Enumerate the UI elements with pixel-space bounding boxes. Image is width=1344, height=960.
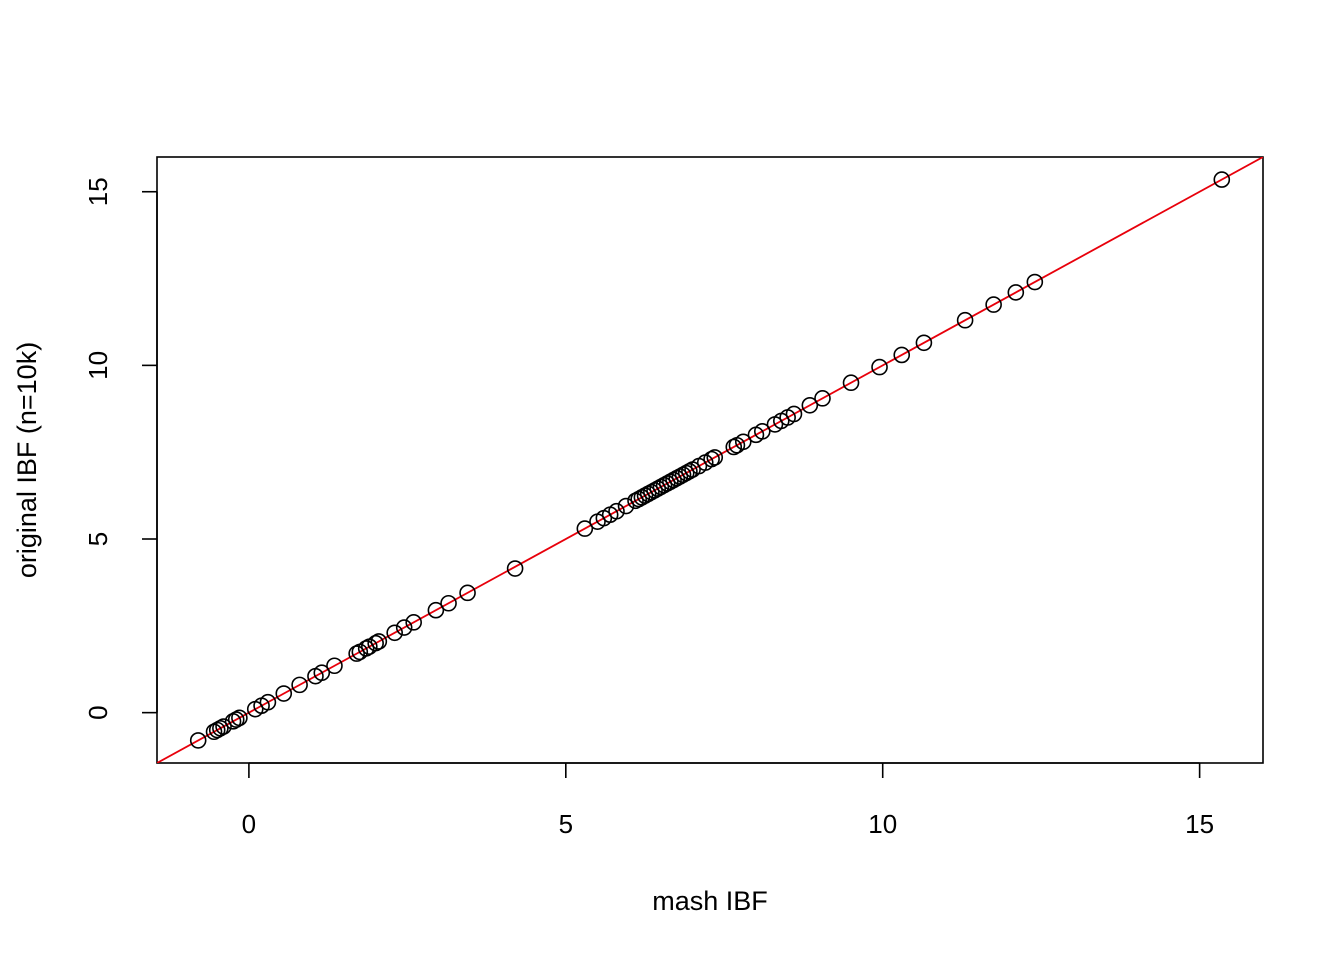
data-point bbox=[215, 718, 232, 735]
y-tick-label: 15 bbox=[83, 177, 113, 206]
data-point bbox=[370, 633, 388, 650]
data-point bbox=[275, 685, 293, 702]
data-point bbox=[681, 462, 698, 480]
reference-line bbox=[157, 157, 1263, 763]
y-tick-label: 10 bbox=[83, 351, 113, 380]
data-point bbox=[386, 624, 403, 642]
data-points bbox=[189, 171, 1231, 749]
data-point bbox=[608, 502, 625, 520]
x-tick-label: 0 bbox=[242, 809, 256, 839]
data-point bbox=[395, 619, 413, 636]
data-point bbox=[313, 664, 331, 682]
data-point bbox=[326, 657, 343, 675]
reference-line-group bbox=[157, 157, 1263, 763]
data-point bbox=[291, 676, 308, 694]
data-point bbox=[357, 640, 375, 657]
data-point bbox=[259, 693, 277, 711]
data-point bbox=[842, 374, 860, 392]
data-point bbox=[1026, 273, 1044, 291]
x-tick-label: 15 bbox=[1185, 809, 1214, 839]
data-point bbox=[734, 433, 752, 451]
data-point bbox=[427, 601, 445, 619]
data-point bbox=[459, 584, 476, 602]
x-tick-label: 10 bbox=[868, 809, 897, 839]
data-point bbox=[703, 450, 720, 468]
data-point bbox=[1007, 284, 1025, 301]
x-axis-label: mash IBF bbox=[652, 886, 768, 916]
data-point bbox=[753, 423, 771, 440]
data-point bbox=[706, 449, 724, 466]
data-point bbox=[367, 634, 384, 652]
data-point bbox=[227, 711, 245, 728]
data-point bbox=[915, 334, 933, 352]
data-point bbox=[348, 645, 365, 662]
y-axis-label: original IBF (n=10k) bbox=[12, 342, 42, 578]
y-tick-label: 5 bbox=[83, 532, 113, 546]
data-point bbox=[231, 709, 248, 727]
data-point bbox=[871, 358, 888, 376]
data-point bbox=[725, 438, 743, 456]
data-point bbox=[189, 732, 207, 749]
y-axis: 0 5 10 15 bbox=[83, 177, 158, 720]
data-point bbox=[440, 594, 457, 612]
data-point bbox=[814, 390, 831, 407]
data-point bbox=[785, 405, 803, 423]
data-point bbox=[617, 497, 635, 515]
data-point bbox=[801, 397, 819, 414]
data-point bbox=[506, 560, 524, 577]
y-tick-label: 0 bbox=[83, 705, 113, 719]
data-point bbox=[212, 719, 229, 737]
data-point bbox=[576, 520, 594, 537]
data-point bbox=[1213, 171, 1231, 188]
data-point bbox=[405, 614, 422, 631]
data-point bbox=[893, 346, 911, 364]
x-tick-label: 5 bbox=[559, 809, 573, 839]
x-axis: 0 5 10 15 bbox=[242, 762, 1214, 839]
data-point bbox=[985, 296, 1002, 313]
data-point bbox=[956, 311, 974, 329]
